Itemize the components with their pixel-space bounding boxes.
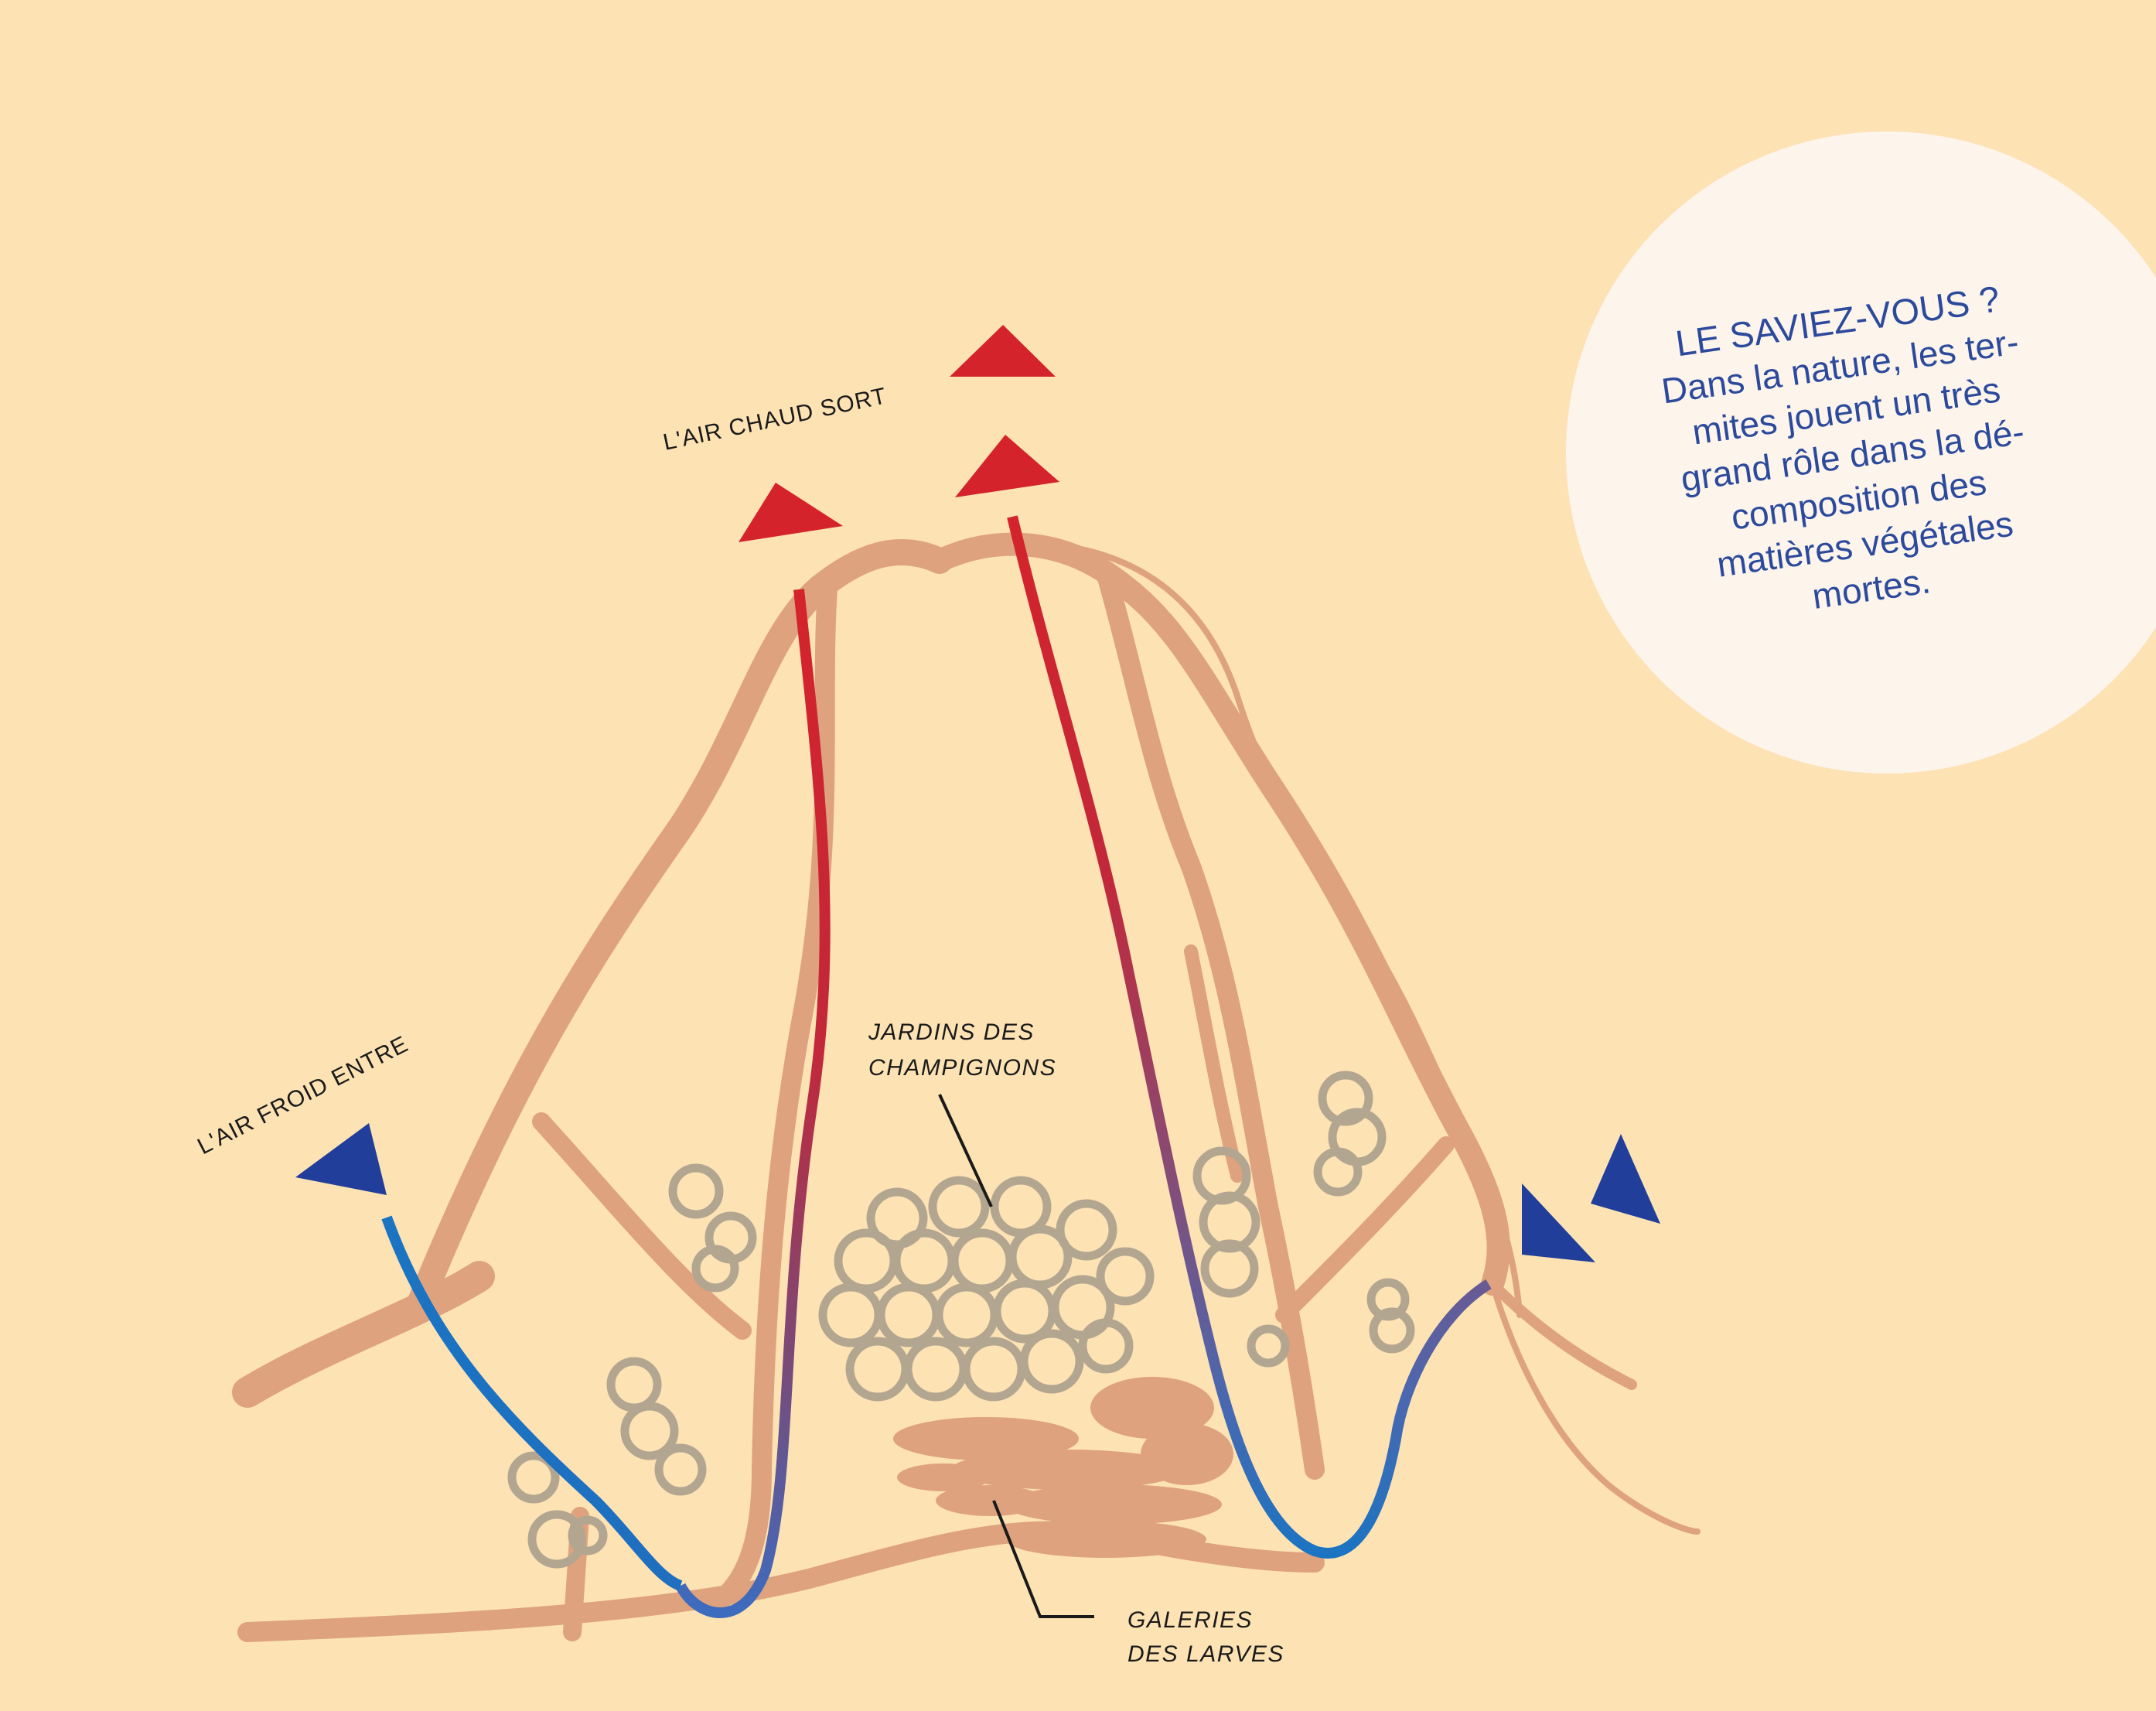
fungus-gardens-label-line2: CHAMPIGNONS <box>868 1055 1056 1081</box>
cold-air-left-channel <box>381 1215 683 1591</box>
larvae-leader-line <box>992 1500 1094 1618</box>
leader-lines <box>938 1094 1094 1618</box>
right-chimney-wall <box>1096 562 1325 1480</box>
larvae-galleries <box>893 1377 1233 1558</box>
central-chimney-wall <box>709 578 837 1611</box>
mound-outer-right-contour <box>1056 542 1523 1318</box>
hot-air-left-channel <box>675 589 831 1618</box>
fungus-gardens-label-line1: JARDINS DES <box>868 1019 1035 1045</box>
far-right-tunnel <box>1487 1279 1637 1390</box>
right-branch-tunnel <box>1275 1136 1455 1323</box>
red-triangle-icon <box>950 325 1056 377</box>
blue-triangle-icon <box>1522 1183 1595 1262</box>
lower-left-tunnel <box>232 1261 495 1408</box>
termite-mound <box>232 532 1701 1642</box>
hot-air-right-channel <box>1007 515 1492 1559</box>
red-triangle-icon <box>955 435 1059 497</box>
ground-tunnel <box>237 1521 1325 1642</box>
larvae-galleries-label-line2: DES LARVES <box>1127 1641 1284 1667</box>
left-diagonal-tunnel <box>532 1112 752 1340</box>
mound-left-wall <box>408 539 953 1313</box>
blue-triangle-icon <box>1591 1134 1660 1224</box>
fungus-leader-line <box>938 1094 993 1207</box>
red-triangle-icon <box>739 483 843 542</box>
cold-air-arrows <box>295 1123 1660 1262</box>
hot-air-arrows <box>739 325 1059 542</box>
mound-right-lower-contour <box>1489 1281 1701 1535</box>
mid-cross-tunnel <box>1184 944 1244 1183</box>
fungus-gardens <box>507 1071 1415 1569</box>
blue-triangle-icon <box>295 1123 387 1195</box>
air-flows <box>381 515 1492 1618</box>
larvae-galleries-label-line1: GALERIES <box>1127 1607 1253 1633</box>
fact-circle <box>1566 131 2156 774</box>
